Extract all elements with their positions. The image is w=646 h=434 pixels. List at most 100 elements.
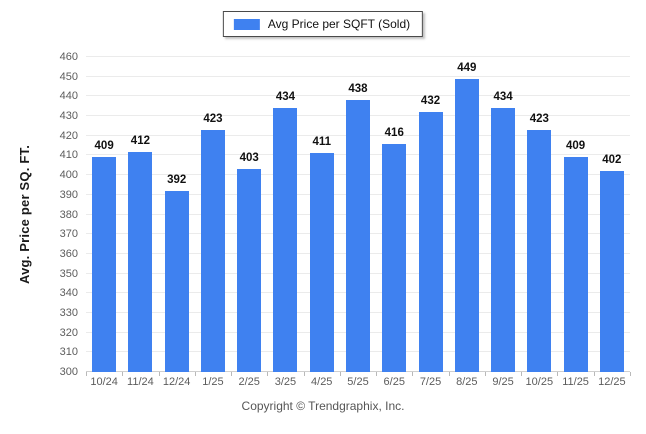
- bar-value-label: 423: [203, 112, 223, 125]
- x-tick-label: 11/25: [562, 376, 589, 388]
- bar-column: 423: [521, 57, 557, 372]
- x-tick-mark: [122, 372, 124, 376]
- y-tick-label: 370: [59, 228, 78, 241]
- bar-11/25[interactable]: [563, 157, 588, 372]
- bar-column: 438: [340, 57, 376, 372]
- bar-value-label: 438: [348, 83, 368, 96]
- x-tick-label: 8/25: [456, 376, 478, 388]
- x-tick-mark: [557, 372, 559, 376]
- bar-value-label: 392: [167, 173, 187, 186]
- x-tick-mark: [484, 372, 486, 376]
- x-tick-mark: [593, 372, 595, 376]
- y-tick-label: 320: [59, 326, 78, 339]
- bar-3/25[interactable]: [273, 108, 298, 372]
- x-tick-mark: [303, 372, 305, 376]
- bar-column: 392: [159, 57, 195, 372]
- bar-value-label: 434: [493, 91, 513, 104]
- x-tick-mark: [630, 372, 631, 376]
- bar-column: 434: [485, 57, 521, 372]
- x-tick-mark: [231, 372, 233, 376]
- x-tick-label: 3/25: [274, 376, 297, 388]
- bar-value-label: 409: [94, 140, 114, 153]
- bar-9/25[interactable]: [491, 108, 516, 372]
- x-tick-label: 10/24: [90, 376, 118, 388]
- y-tick-label: 300: [59, 366, 78, 378]
- y-tick-label: 440: [59, 90, 78, 103]
- bar-value-label: 411: [312, 136, 331, 149]
- bar-5/25[interactable]: [345, 100, 370, 372]
- y-tick-label: 450: [59, 70, 78, 83]
- bar-10/24[interactable]: [92, 157, 117, 372]
- x-tick-mark: [86, 372, 87, 376]
- bar-2/25[interactable]: [237, 169, 262, 372]
- bar-column: 402: [594, 57, 630, 372]
- y-tick-label: 330: [59, 306, 78, 319]
- y-tick-label: 420: [59, 129, 78, 142]
- x-tick-mark: [158, 372, 160, 376]
- gridline: [86, 75, 630, 77]
- y-tick-label: 360: [59, 247, 78, 260]
- x-tick-label: 2/25: [238, 376, 260, 388]
- bar-value-label: 449: [457, 61, 477, 74]
- bar-column: 409: [86, 57, 122, 372]
- y-tick-label: 410: [59, 149, 78, 162]
- bar-value-label: 412: [130, 134, 150, 147]
- x-tick-mark: [339, 372, 341, 376]
- y-tick-label: 460: [59, 51, 78, 63]
- x-tick-mark: [376, 372, 378, 376]
- x-tick-mark: [267, 372, 269, 376]
- bars-container: 409 412 392 423 403 434 411 438 416 432 449 434 423 4…: [86, 57, 630, 372]
- bar-column: 432: [412, 57, 448, 372]
- bar-column: 416: [376, 57, 412, 372]
- gridline: [86, 95, 630, 97]
- x-tick-label: 9/25: [492, 376, 514, 388]
- bar-4/25[interactable]: [309, 153, 334, 372]
- legend[interactable]: Avg Price per SQFT (Sold): [222, 11, 424, 37]
- bar-column: 423: [195, 57, 231, 372]
- bar-column: 449: [449, 57, 485, 372]
- bar-10/25[interactable]: [527, 129, 552, 372]
- x-tick-label: 5/25: [347, 376, 369, 388]
- bar-value-label: 434: [275, 91, 296, 104]
- plot-area: 460 450 440 430 420 410 400 390 380 370 360 350 340 3…: [60, 51, 631, 378]
- y-tick-label: 310: [59, 346, 78, 359]
- bar-column: 412: [122, 57, 158, 372]
- bar-column: 403: [231, 57, 267, 372]
- y-axis-title: Avg. Price per SQ. FT.: [16, 144, 32, 285]
- bar-value-label: 409: [565, 140, 586, 153]
- legend-swatch-icon: [233, 18, 260, 30]
- x-tick-label: 4/25: [311, 376, 333, 388]
- x-tick-label: 12/24: [162, 376, 191, 388]
- bar-value-label: 432: [420, 95, 441, 108]
- bar-12/24[interactable]: [164, 190, 189, 372]
- y-tick-label: 380: [59, 208, 78, 221]
- bar-value-label: 402: [602, 154, 622, 167]
- y-tick-label: 350: [59, 267, 78, 280]
- bar-column: 409: [557, 57, 593, 372]
- y-tick-label: 390: [59, 188, 78, 201]
- x-tick-label: 1/25: [202, 376, 224, 388]
- x-tick-mark: [412, 372, 414, 376]
- bar-value-label: 416: [384, 126, 404, 139]
- bar-12/25[interactable]: [599, 171, 624, 372]
- bar-11/24[interactable]: [128, 151, 153, 372]
- x-tick-label: 11/24: [127, 376, 154, 388]
- y-tick-label: 340: [59, 287, 78, 300]
- bar-6/25[interactable]: [382, 143, 407, 372]
- bar-column: 434: [267, 57, 303, 372]
- x-tick-label: 6/25: [383, 376, 405, 388]
- bar-8/25[interactable]: [454, 78, 479, 372]
- copyright-text: Copyright © Trendgraphix, Inc.: [241, 399, 405, 413]
- x-tick-label: 12/25: [598, 376, 626, 388]
- bar-value-label: 403: [239, 152, 259, 165]
- y-tick-label: 400: [59, 169, 78, 182]
- x-tick-mark: [194, 372, 196, 376]
- x-tick-label: 10/25: [525, 376, 554, 388]
- y-tick-label: 430: [59, 110, 78, 123]
- bar-value-label: 423: [529, 112, 549, 125]
- bar-1/25[interactable]: [200, 129, 225, 372]
- bar-column: 411: [304, 57, 340, 372]
- legend-label: Avg Price per SQFT (Sold): [267, 17, 411, 31]
- bar-7/25[interactable]: [418, 112, 443, 372]
